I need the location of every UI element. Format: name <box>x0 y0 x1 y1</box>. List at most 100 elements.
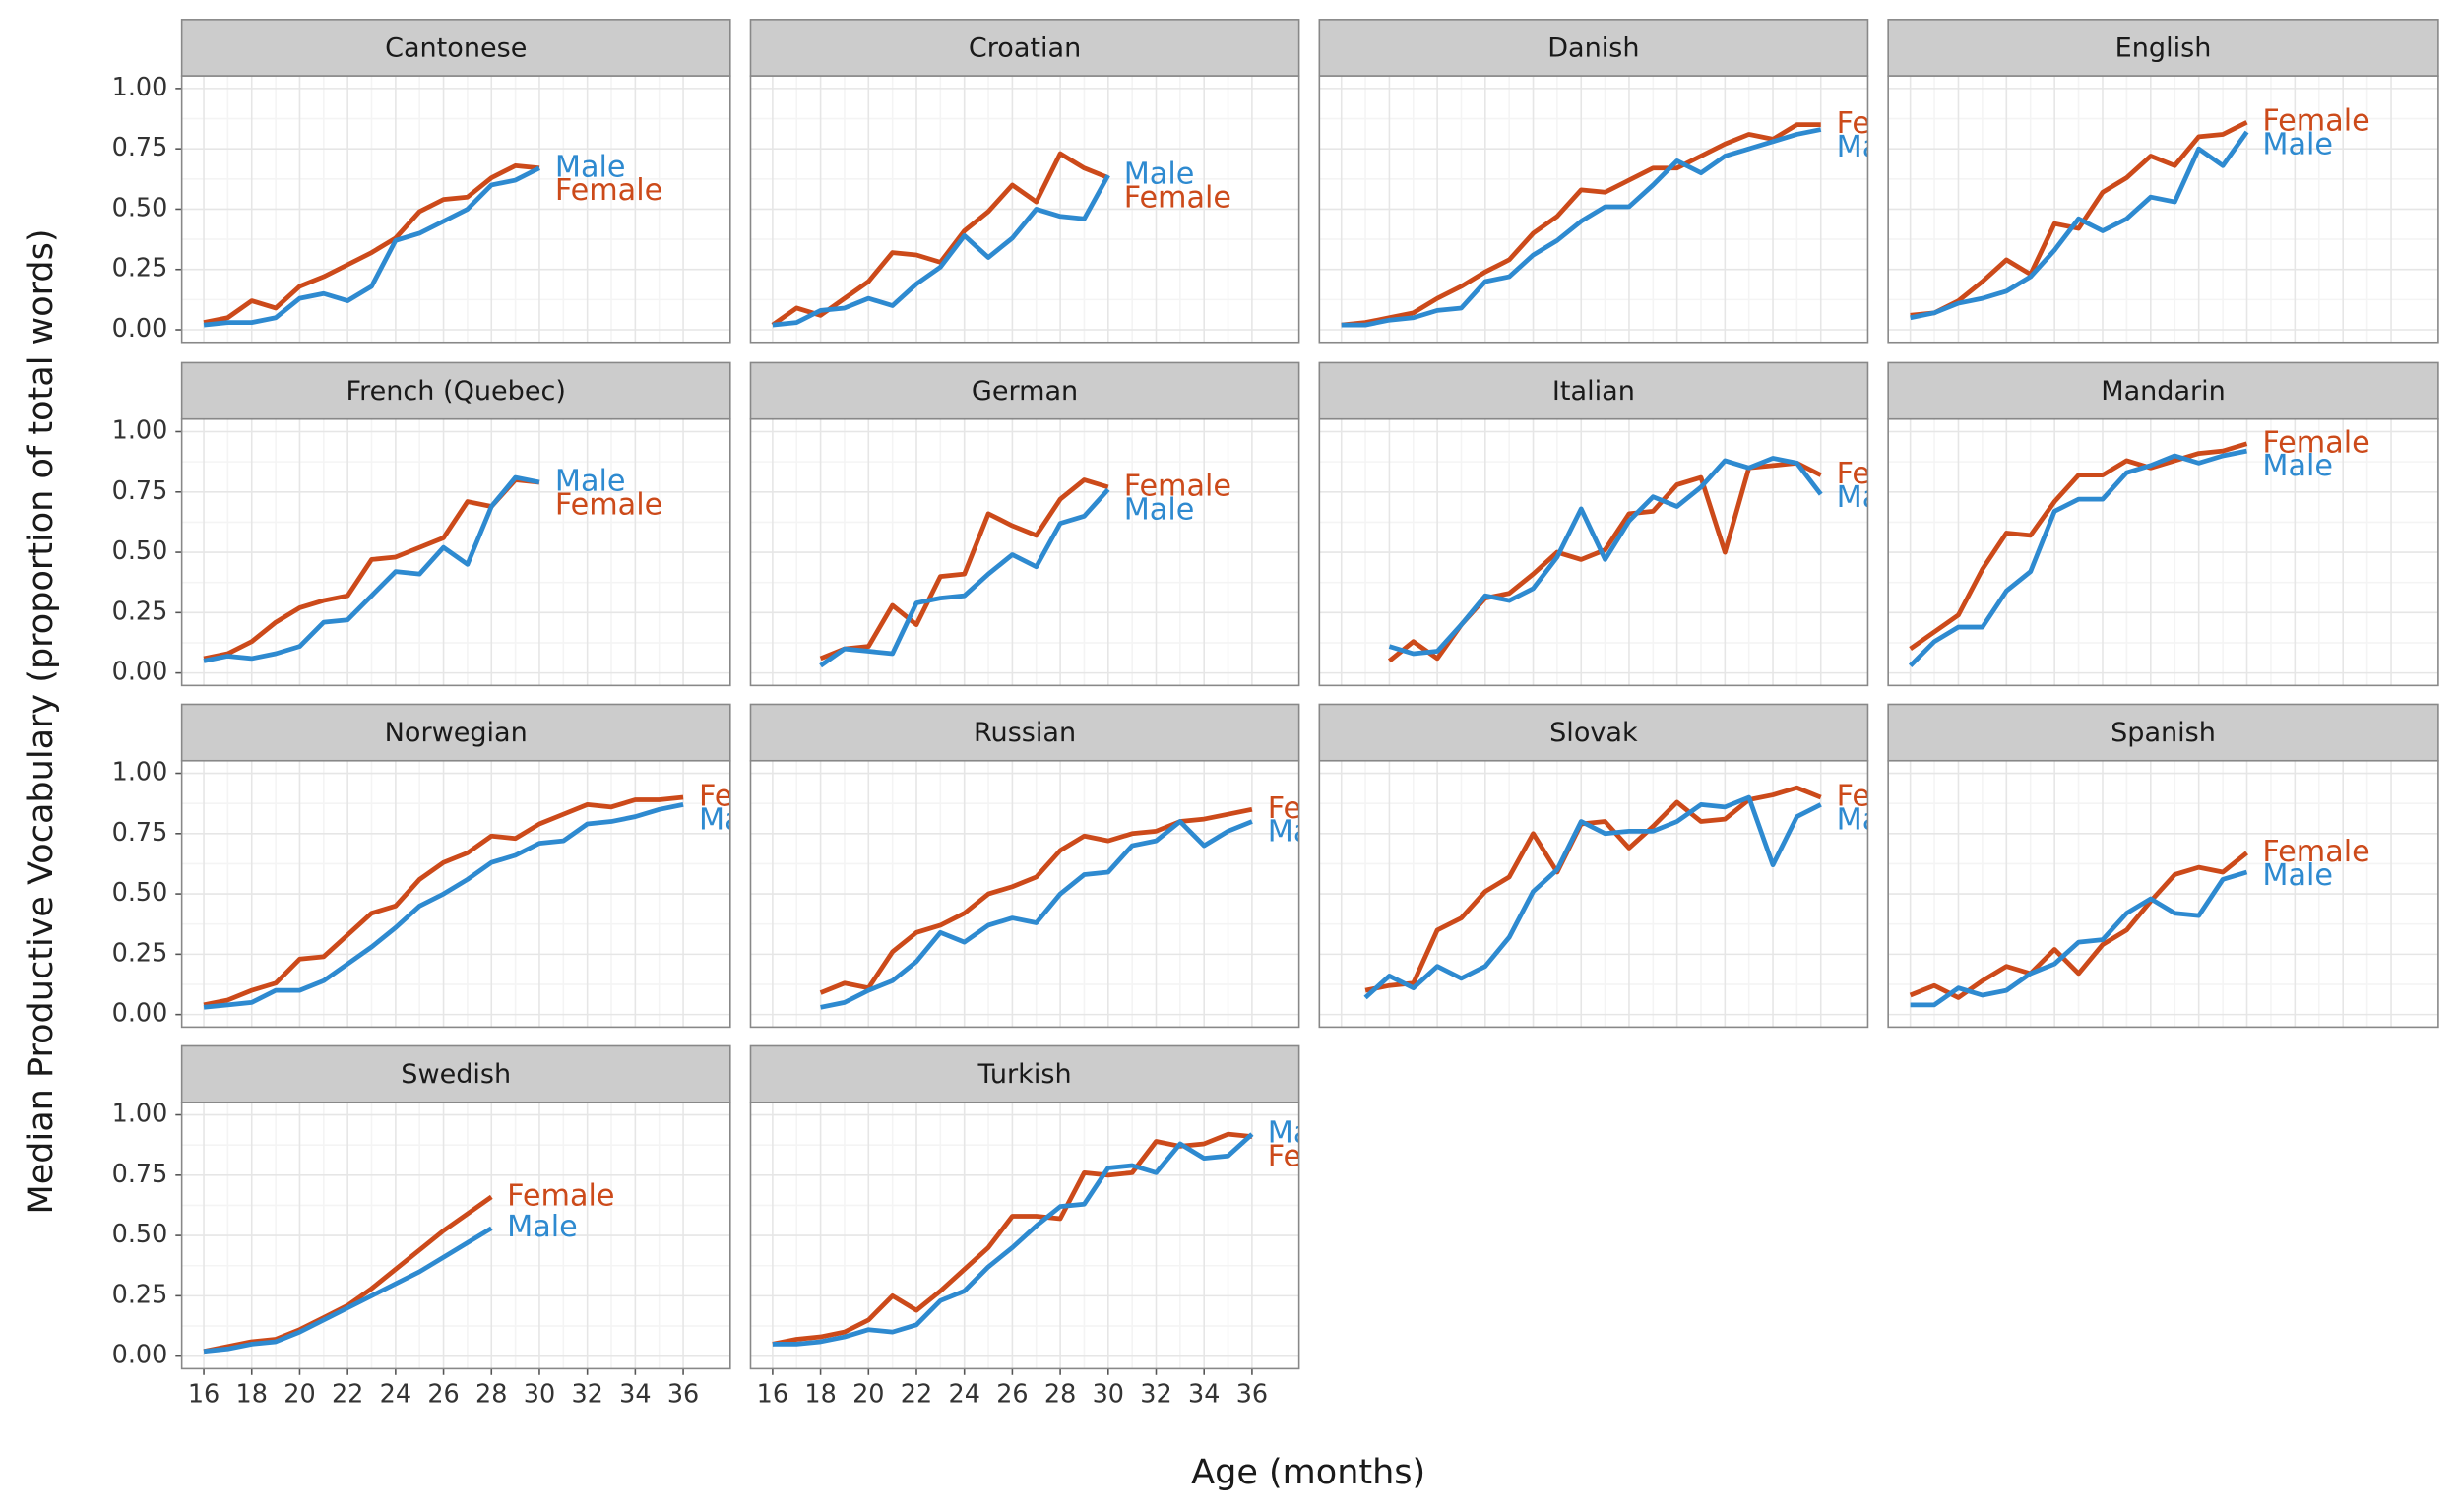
x-tick-label: 18 <box>236 1379 268 1409</box>
panel-border <box>180 75 731 344</box>
strip-title: Danish <box>1547 33 1639 64</box>
series-line <box>772 1131 1253 1347</box>
panel-border <box>1318 417 1869 687</box>
y-tick-label: 0.25 <box>112 1280 168 1309</box>
series-end-label: Male <box>1837 802 1908 837</box>
panel-border <box>180 759 731 1029</box>
series-line <box>1341 122 1821 328</box>
series-line <box>203 477 540 662</box>
series-end-label: Male <box>2262 449 2333 483</box>
series-line <box>203 802 684 1010</box>
x-tick-label: 28 <box>1044 1379 1076 1409</box>
series-line <box>1910 120 2248 318</box>
series-end-label: Female <box>1268 1140 1375 1174</box>
x-tick-label: 20 <box>852 1379 884 1409</box>
series-end-label: Male <box>2262 128 2333 162</box>
series-end-label: Male <box>1124 158 1195 192</box>
y-tick-label: 0.25 <box>112 597 168 626</box>
x-axis-title: Age (months) <box>1191 1452 1425 1492</box>
strip-title: Swedish <box>401 1059 511 1090</box>
strip <box>749 1044 1300 1103</box>
y-tick-label: 0.75 <box>112 818 168 848</box>
series-line <box>203 162 540 325</box>
x-tick-label: 32 <box>1140 1379 1171 1409</box>
x-tick-label: 16 <box>188 1379 220 1409</box>
y-tick-label: 0.00 <box>112 658 168 687</box>
panel-border <box>749 759 1300 1029</box>
y-tick-label: 0.50 <box>112 536 168 566</box>
series-end-label: Male <box>1268 1116 1339 1151</box>
series-line <box>1909 441 2248 652</box>
strip-title: Russian <box>974 718 1076 748</box>
panel-border <box>1887 759 2439 1029</box>
y-tick-label: 0.50 <box>112 1220 168 1249</box>
strip <box>1887 703 2439 762</box>
strip <box>1887 19 2439 77</box>
series-end-label: Female <box>2262 425 2369 460</box>
panel-border <box>180 417 731 687</box>
strip <box>180 19 731 77</box>
y-axis-title: Median Productive Vocabulary (proportion… <box>21 228 61 1214</box>
strip <box>1318 19 1869 77</box>
strip-title: Turkish <box>977 1059 1072 1090</box>
x-tick-label: 22 <box>901 1379 932 1409</box>
x-tick-label: 18 <box>804 1379 836 1409</box>
x-tick-label: 26 <box>427 1379 459 1409</box>
x-tick-label: 26 <box>996 1379 1028 1409</box>
series-end-label: Female <box>2262 104 2369 139</box>
series-line <box>1388 456 1823 657</box>
y-tick-label: 0.00 <box>112 1341 168 1370</box>
series-end-label: Female <box>507 1178 614 1213</box>
strip <box>1318 361 1869 420</box>
y-tick-label: 0.50 <box>112 878 168 908</box>
panel-border <box>1318 75 1869 344</box>
series-end-label: Male <box>555 150 626 184</box>
y-tick-label: 0.75 <box>112 476 168 506</box>
x-tick-label: 36 <box>1236 1379 1268 1409</box>
y-tick-label: 0.75 <box>112 1160 168 1189</box>
y-tick-label: 1.00 <box>112 73 168 102</box>
y-tick-label: 1.00 <box>112 1100 168 1129</box>
series-end-label: Female <box>1837 106 1944 141</box>
strip-title: Italian <box>1552 376 1635 407</box>
panel-border <box>1318 759 1869 1029</box>
series-line <box>203 474 540 663</box>
strip-title: Mandarin <box>2101 376 2226 407</box>
y-tick-label: 1.00 <box>112 758 168 788</box>
strip <box>180 703 731 762</box>
panel-border <box>1887 75 2439 344</box>
y-tick-label: 0.25 <box>112 254 168 284</box>
series-end-label: Male <box>699 802 770 837</box>
series-end-label: Male <box>1124 492 1195 527</box>
x-tick-label: 24 <box>949 1379 980 1409</box>
series-end-label: Male <box>1837 130 1908 164</box>
y-tick-label: 0.50 <box>112 193 168 222</box>
strip <box>1318 703 1869 762</box>
series-end-label: Female <box>2262 835 2369 869</box>
x-tick-label: 22 <box>332 1379 363 1409</box>
panel-border <box>749 417 1300 687</box>
strip-title: Slovak <box>1549 718 1638 748</box>
strip-title: Norwegian <box>385 718 528 748</box>
panel-border <box>749 1102 1300 1370</box>
series-line <box>1363 794 1822 1000</box>
x-tick-label: 20 <box>284 1379 315 1409</box>
